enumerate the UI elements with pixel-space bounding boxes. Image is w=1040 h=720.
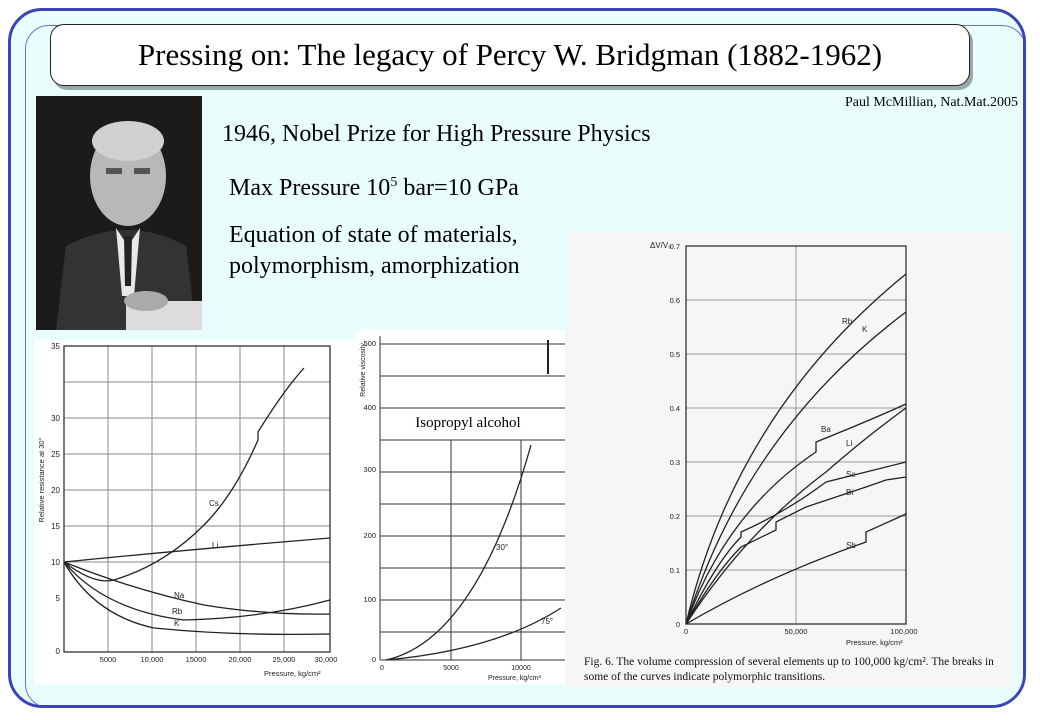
cs-curve [63,367,305,582]
right-x-tick-50000: 50,000 [785,627,808,636]
series-label-na: Na [174,591,185,600]
right-y-tick-0: 0 [676,620,680,629]
x-tick-15000: 15000 [186,655,207,664]
right-y-tick-05: 0.5 [670,350,680,359]
rb-curve [63,561,331,621]
x-tick-25000: 25,000 [273,655,296,664]
mid-x-tick-10000: 10000 [511,665,531,672]
max-pressure-suffix: bar=10 GPa [397,175,519,201]
bridgman-portrait [36,96,202,330]
k-volume-curve [685,311,907,625]
label-rb: Rb [842,317,853,326]
na-curve [63,561,331,615]
mid-y-axis-label: Relative viscosity [360,343,367,397]
series-label-li: Li [212,541,218,550]
slide-title: Pressing on: The legacy of Percy W. Brid… [50,24,970,86]
label-k: K [862,325,868,334]
mid-x-tick-5000: 5000 [443,665,459,672]
mid-y-tick-100: 100 [363,595,376,604]
right-y-axis-label: ΔV/V₀ [650,241,672,250]
label-ba: Ba [821,425,831,434]
label-se: Se [846,470,856,479]
right-x-tick-0: 0 [684,627,688,636]
series-label-k: K [174,619,180,628]
mid-x-tick-0: 0 [380,665,384,672]
series-label-cs: Cs [209,499,219,508]
mid-y-tick-500: 500 [363,339,376,348]
ba-volume-curve [685,403,907,625]
nobel-prize-line: 1946, Nobel Prize for High Pressure Phys… [222,121,651,147]
left-x-axis-label: Pressure, kg/cm² [264,669,321,678]
mid-y-tick-400: 400 [363,403,376,412]
y-tick-10: 10 [51,558,60,567]
right-x-tick-100000: 100,000 [890,627,917,636]
series-label-rb: Rb [172,607,183,616]
max-pressure-exponent: 5 [390,175,398,190]
li-curve [63,537,331,563]
se-volume-curve [685,461,907,625]
y-tick-25: 25 [51,450,60,459]
right-y-tick-04: 0.4 [670,404,680,413]
curve-label-75: 75° [541,617,553,626]
right-y-tick-07: 0.7 [670,242,680,251]
y-tick-15: 15 [51,522,60,531]
x-tick-5000: 5000 [100,655,117,664]
x-tick-20000: 20,000 [229,655,252,664]
citation: Paul McMillian, Nat.Mat.2005 [844,95,1018,110]
mid-y-tick-0: 0 [372,655,376,664]
mid-y-tick-200: 200 [363,531,376,540]
bi-volume-curve [685,476,907,625]
viscosity-plot: 30° 75° 500 400 300 200 100 0 0 5000 100… [356,330,565,684]
li-volume-curve [685,407,907,625]
right-y-tick-06: 0.6 [670,296,680,305]
left-y-axis-label: Relative resistance at 30° [37,437,46,522]
right-x-axis-label: Pressure, kg/cm² [846,638,903,647]
volume-compression-plot: Rb K Ba Li Se Bi Sb 0 0.1 0.2 0.3 0.4 0.… [566,232,1012,687]
resistance-plot: Cs Li Na Rb K 0 5 10 15 20 25 30 35 5000… [34,340,356,684]
figure-caption: Fig. 6. The volume compression of severa… [584,656,994,683]
y-tick-35: 35 [51,342,60,351]
y-tick-30: 30 [51,414,60,423]
isopropyl-alcohol-label: Isopropyl alcohol [388,412,548,434]
k-curve [63,561,331,636]
rb-volume-curve [685,273,907,625]
curve-label-30: 30° [496,543,508,552]
curve-30deg [385,444,532,661]
label-sb: Sb [846,541,856,550]
max-pressure-prefix: Max Pressure 10 [229,175,391,201]
max-pressure-line: Max Pressure 105 bar=10 GPa [229,175,519,202]
y-tick-20: 20 [51,486,60,495]
label-li: Li [846,439,852,448]
y-tick-0: 0 [56,647,61,656]
mid-y-tick-300: 300 [363,465,376,474]
sb-volume-curve [685,513,907,625]
label-bi: Bi [846,488,853,497]
x-tick-10000: 10,000 [141,655,164,664]
mid-x-axis-label: Pressure, kg/cm² [488,675,542,682]
right-y-tick-01: 0.1 [670,566,680,575]
y-tick-5: 5 [56,594,61,603]
right-y-tick-03: 0.3 [670,458,680,467]
x-tick-30000: 30,000 [315,655,338,664]
right-y-tick-02: 0.2 [670,512,680,521]
curve-75deg [385,607,562,661]
topics-line: Equation of state of materials, polymorp… [229,222,520,279]
